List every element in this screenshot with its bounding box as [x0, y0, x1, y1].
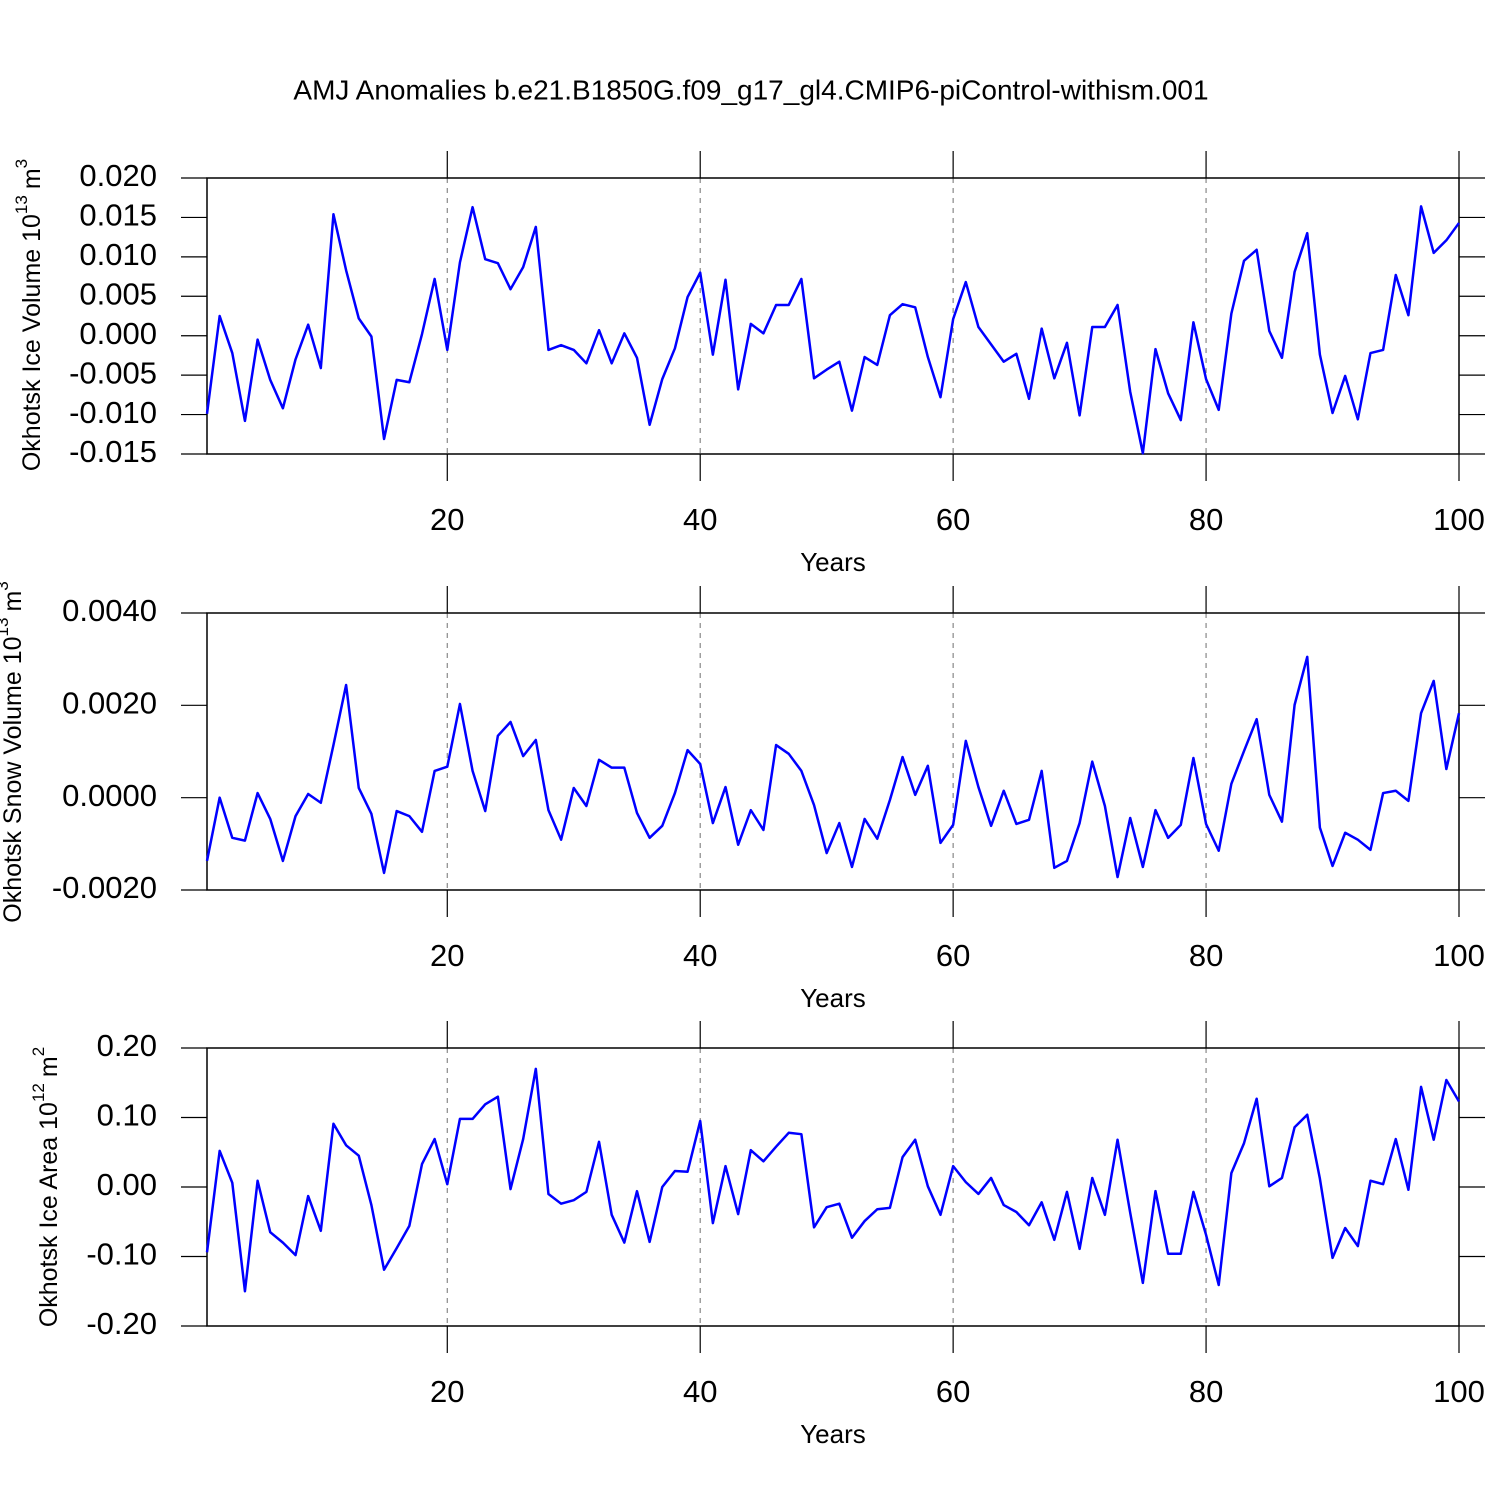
- plot-frame: [206, 177, 1460, 455]
- y-axis-label: Okhotsk Ice Volume 1013 m3: [12, 159, 45, 471]
- y-tick-label: -0.015: [69, 434, 157, 469]
- y-axis-label-unit: m: [0, 591, 27, 612]
- x-tick-label: 100: [1433, 938, 1485, 973]
- y-tick-label: 0.0000: [62, 778, 157, 813]
- data-line: [205, 1067, 1461, 1293]
- y-axis-label-exponent: 12: [29, 1083, 48, 1102]
- y-tick-label: -0.10: [86, 1237, 157, 1272]
- x-tick-label: 80: [1189, 1374, 1223, 1409]
- panel: 20 40 60 80 100 -0.20 -0.10 0.00 0.10 0.20 Years Ok…: [29, 1021, 1485, 1449]
- data-line: [205, 655, 1461, 879]
- x-axis-label: Years: [800, 547, 866, 577]
- y-axis-label-unit: m: [35, 1056, 63, 1077]
- y-tick-label: 0.015: [79, 198, 157, 233]
- y-axis-label-unit-exponent: 3: [0, 581, 12, 590]
- x-tick-label: 20: [430, 938, 464, 973]
- x-tick-label: 20: [430, 1374, 464, 1409]
- y-axis-label-unit-exponent: 3: [12, 159, 31, 168]
- y-axis-label-unit-exponent: 2: [29, 1047, 48, 1056]
- y-tick-label: -0.010: [69, 395, 157, 430]
- y-axis-label-text: Okhotsk Snow Volume 10: [0, 636, 27, 922]
- y-tick-label: 0.20: [97, 1028, 157, 1063]
- x-tick-label: 80: [1189, 938, 1223, 973]
- data-line: [205, 205, 1461, 455]
- y-tick-label: -0.0020: [52, 870, 157, 905]
- y-tick-label: -0.005: [69, 355, 157, 390]
- x-tick-label: 40: [683, 502, 717, 537]
- y-axis-label-text: Okhotsk Ice Area 10: [35, 1102, 63, 1327]
- y-tick-label: 0.020: [79, 158, 157, 193]
- y-tick-label: 0.0020: [62, 686, 157, 721]
- x-tick-label: 100: [1433, 502, 1485, 537]
- x-tick-label: 40: [683, 1374, 717, 1409]
- x-tick-label: 60: [936, 502, 970, 537]
- x-tick-label: 60: [936, 1374, 970, 1409]
- y-tick-label: 0.0040: [62, 593, 157, 628]
- plot-frame: [206, 612, 1460, 891]
- y-tick-label: 0.005: [79, 276, 157, 311]
- x-tick-label: 100: [1433, 1374, 1485, 1409]
- x-tick-label: 20: [430, 502, 464, 537]
- panel: 20 40 60 80 100 -0.015 -0.010 -0.005 0.000 0.005 0…: [12, 151, 1485, 577]
- x-tick-label: 40: [683, 938, 717, 973]
- y-axis-label-unit: m: [18, 168, 46, 189]
- y-axis-label-text: Okhotsk Ice Volume 10: [18, 214, 46, 471]
- y-axis-label: Okhotsk Snow Volume 1013 m3: [0, 581, 27, 923]
- y-axis-label: Okhotsk Ice Area 1012 m2: [29, 1047, 62, 1327]
- y-tick-label: 0.00: [97, 1167, 157, 1202]
- x-tick-label: 80: [1189, 502, 1223, 537]
- y-tick-label: 0.000: [79, 316, 157, 351]
- x-tick-label: 60: [936, 938, 970, 973]
- y-axis-label-exponent: 13: [12, 195, 31, 214]
- x-axis-label: Years: [800, 1419, 866, 1449]
- x-axis-label: Years: [800, 983, 866, 1013]
- y-tick-label: 0.10: [97, 1098, 157, 1133]
- y-axis-label-exponent: 13: [0, 618, 12, 637]
- figure-title: AMJ Anomalies b.e21.B1850G.f09_g17_gl4.C…: [293, 74, 1208, 105]
- y-tick-label: 0.010: [79, 237, 157, 272]
- panel: 20 40 60 80 100 -0.0020 0.0000 0.0020 0.0040 Year…: [0, 581, 1485, 1013]
- y-tick-label: -0.20: [86, 1306, 157, 1341]
- plot-frame: [206, 1047, 1460, 1327]
